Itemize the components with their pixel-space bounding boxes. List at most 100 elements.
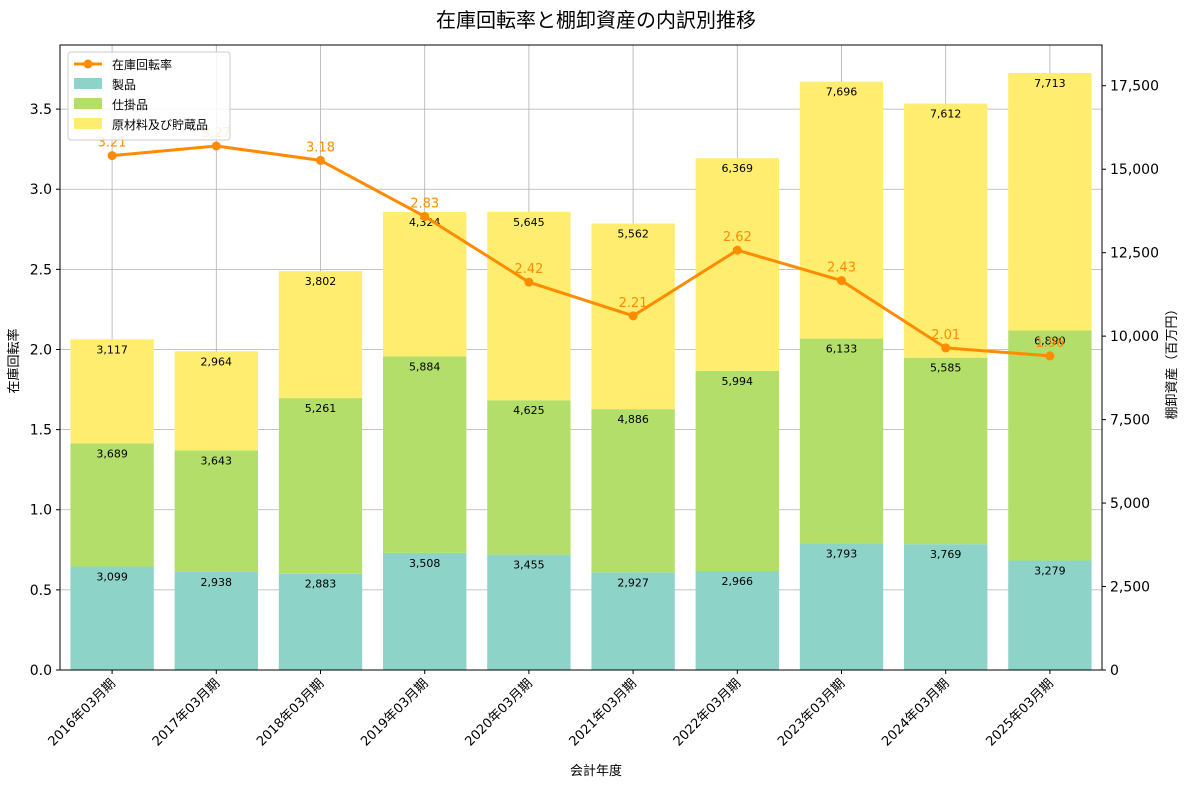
- x-tick-label: 2021年03月期: [567, 676, 640, 749]
- bar-value-label: 3,117: [96, 343, 128, 356]
- y-right-tick-label: 0: [1110, 663, 1119, 679]
- bar-segment: [487, 211, 571, 401]
- bar-value-label: 3,643: [201, 454, 233, 467]
- bar-segment: [70, 443, 154, 567]
- bar-segment: [799, 543, 884, 670]
- x-tick-label: 2025年03月期: [983, 676, 1056, 749]
- turnover-value-label: 2.83: [410, 196, 439, 211]
- legend-swatch: [74, 78, 102, 89]
- turnover-point: [524, 277, 534, 287]
- turnover-point: [837, 276, 846, 286]
- y-right-tick-label: 2,500: [1110, 580, 1150, 596]
- bar-value-label: 3,099: [96, 571, 128, 584]
- turnover-point: [628, 311, 638, 321]
- bar-segment: [695, 158, 779, 371]
- legend-label: 製品: [112, 78, 136, 92]
- y-left-tick-label: 1.0: [30, 503, 52, 519]
- bar-segment: [591, 409, 675, 573]
- legend-swatch-marker: [83, 59, 93, 69]
- turnover-value-label: 2.42: [514, 262, 543, 277]
- y-left-tick-label: 1.5: [30, 423, 52, 439]
- x-tick-label: 2023年03月期: [775, 676, 848, 749]
- y-right-tick-label: 10,000: [1110, 329, 1159, 345]
- y-right-tick-label: 5,000: [1110, 496, 1150, 512]
- bar-value-label: 3,279: [1034, 565, 1066, 578]
- bar-segment: [278, 573, 363, 670]
- bar-segment: [70, 566, 154, 670]
- turnover-value-label: 2.01: [931, 328, 960, 343]
- bar-value-label: 5,645: [513, 216, 545, 229]
- bar-segment: [383, 356, 467, 553]
- bar-segment: [487, 400, 571, 555]
- bar-value-label: 5,562: [617, 227, 649, 240]
- bar-value-label: 3,793: [826, 547, 858, 560]
- bar-segment: [904, 103, 988, 358]
- bar-segment: [1008, 560, 1092, 670]
- bar-value-label: 7,612: [930, 108, 962, 121]
- legend-box: [67, 51, 231, 141]
- bar-value-label: 2,883: [305, 578, 337, 591]
- turnover-point: [316, 155, 325, 165]
- bar-value-label: 6,369: [722, 162, 754, 175]
- turnover-point: [1045, 351, 1055, 361]
- bar-value-label: 2,938: [201, 576, 233, 589]
- bar-value-label: 5,994: [722, 375, 754, 388]
- y-left-tick-label: 3.0: [30, 182, 52, 198]
- bar-segment: [174, 571, 258, 670]
- plot-frame: [59, 44, 1103, 671]
- bar-value-label: 6,133: [826, 343, 858, 356]
- y-axis-left-label: 在庫回転率: [6, 328, 22, 393]
- legend-swatch: [74, 98, 102, 109]
- x-tick-label: 2016年03月期: [46, 676, 119, 749]
- bar-value-label: 5,884: [409, 360, 441, 373]
- bar-value-label: 2,927: [617, 576, 649, 589]
- bar-value-label: 3,508: [409, 557, 441, 570]
- turnover-line: [111, 144, 1051, 358]
- bar-value-label: 2,964: [201, 355, 233, 368]
- x-tick-label: 2018年03月期: [254, 676, 327, 749]
- bar-labels-layer: 3,099 2,938 2,883 3,508 3,455 2,927 2,966 3,793…: [96, 77, 1065, 591]
- turnover-value-label: 3.18: [306, 140, 335, 155]
- bar-segment: [383, 552, 467, 670]
- bar-segment: [1008, 330, 1092, 561]
- bar-value-label: 3,455: [513, 559, 545, 572]
- chart-title: 在庫回転率と棚卸資産の内訳別推移: [436, 8, 756, 32]
- y-left-tick-label: 2.5: [30, 262, 52, 278]
- bar-segment: [487, 554, 571, 670]
- y-left-tick-label: 0.5: [30, 583, 52, 599]
- bar-segment: [799, 81, 884, 339]
- turnover-point: [732, 245, 742, 255]
- turnover-point: [107, 151, 117, 161]
- legend-label: 在庫回転率: [112, 57, 172, 72]
- bar-segment: [904, 544, 988, 670]
- y-right-tick-label: 17,500: [1110, 79, 1159, 95]
- bar-value-label: 6,890: [1034, 334, 1066, 347]
- x-tick-label: 2024年03月期: [879, 676, 952, 749]
- bar-value-label: 4,324: [409, 216, 441, 229]
- bar-segment: [695, 570, 779, 670]
- y-right-tick-label: 15,000: [1110, 162, 1159, 178]
- bar-segment: [70, 339, 154, 444]
- bar-value-label: 7,696: [826, 86, 858, 99]
- bar-value-label: 3,689: [96, 447, 128, 460]
- x-tick-label: 2020年03月期: [462, 676, 535, 749]
- bar-segment: [174, 351, 258, 451]
- turnover-value-label: 2.21: [619, 296, 648, 311]
- turnover-point: [941, 343, 951, 353]
- turnover-value-label: 1.96: [1035, 336, 1064, 351]
- bar-segment: [695, 370, 779, 571]
- y-right-tick-label: 7,500: [1110, 413, 1150, 429]
- turnover-point: [211, 141, 221, 151]
- y-axis-right-label: 棚卸資産（百万円）: [1164, 302, 1180, 419]
- bar-segment: [591, 572, 675, 670]
- y-left-tick-label: 2.0: [30, 342, 52, 358]
- x-tick-label: 2019年03月期: [358, 676, 431, 749]
- bar-value-label: 4,886: [617, 413, 649, 426]
- y-left-tick-label: 0.0: [30, 663, 52, 679]
- legend-label: 仕掛品: [112, 97, 148, 112]
- legend-swatch: [74, 118, 102, 129]
- bar-segment: [174, 450, 258, 572]
- x-axis-label: 会計年度: [570, 763, 622, 779]
